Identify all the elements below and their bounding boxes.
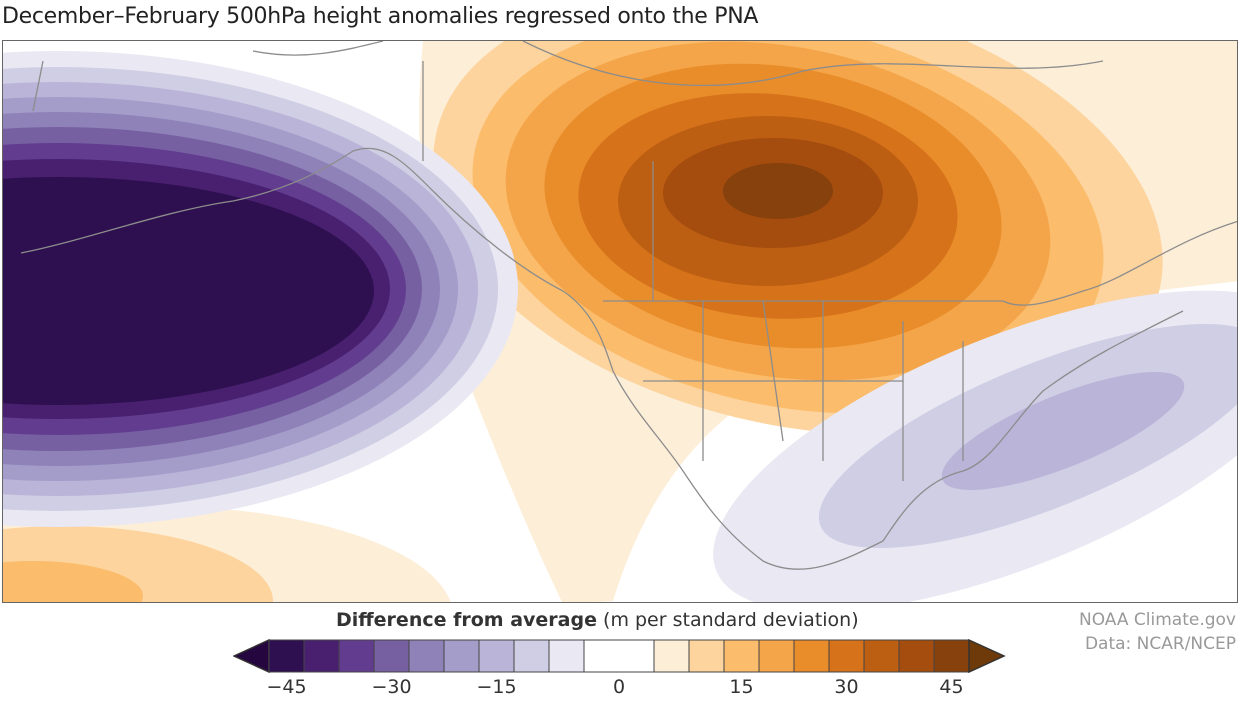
colorbar-swatch bbox=[898, 639, 935, 673]
map-title: December–February 500hPa height anomalie… bbox=[2, 4, 759, 29]
colorbar-swatch bbox=[373, 639, 410, 673]
colorbar-swatch bbox=[933, 639, 970, 673]
colorbar-swatch bbox=[548, 639, 585, 673]
colorbar bbox=[232, 638, 1009, 677]
colorbar-swatch bbox=[303, 639, 340, 673]
legend-title-bold: Difference from average bbox=[336, 609, 597, 631]
colorbar-swatch bbox=[478, 639, 515, 673]
legend-title-units: (m per standard deviation) bbox=[603, 609, 859, 631]
colorbar-tick-label: 45 bbox=[939, 676, 964, 698]
colorbar-tick-label: −15 bbox=[476, 676, 517, 698]
anomaly-map-svg bbox=[3, 41, 1237, 602]
canada-ridge-contours bbox=[419, 41, 1237, 602]
colorbar-swatch bbox=[338, 639, 375, 673]
colorbar-swatch bbox=[793, 639, 830, 673]
colorbar-svg bbox=[232, 638, 1006, 674]
colorbar-swatch bbox=[688, 639, 725, 673]
colorbar-swatch bbox=[828, 639, 865, 673]
credit-noaa: NOAA Climate.gov bbox=[1078, 610, 1236, 630]
colorbar-tick-label: 15 bbox=[729, 676, 754, 698]
colorbar-tick-label: 30 bbox=[834, 676, 859, 698]
colorbar-swatch bbox=[513, 639, 550, 673]
colorbar-swatch bbox=[758, 639, 795, 673]
legend-title: Difference from average (m per standard … bbox=[336, 609, 859, 631]
colorbar-high-arrow bbox=[968, 638, 1006, 674]
colorbar-swatch bbox=[723, 639, 760, 673]
colorbar-swatch bbox=[583, 639, 655, 673]
southeast-trough-contours bbox=[713, 290, 1237, 602]
southwest-pacific-high bbox=[3, 506, 451, 602]
colorbar-swatch bbox=[653, 639, 690, 673]
coastlines-borders bbox=[20, 41, 1237, 570]
colorbar-tick-label: 0 bbox=[612, 676, 626, 698]
colorbar-tick-label: −30 bbox=[371, 676, 412, 698]
north-pacific-low-contours bbox=[3, 51, 518, 527]
colorbar-swatch bbox=[408, 639, 445, 673]
colorbar-low-arrow bbox=[232, 638, 270, 674]
credit-data-source: Data: NCAR/NCEP bbox=[1084, 634, 1236, 654]
anomaly-map bbox=[2, 40, 1238, 603]
colorbar-swatch bbox=[268, 639, 305, 673]
colorbar-swatch bbox=[863, 639, 900, 673]
colorbar-swatch bbox=[443, 639, 480, 673]
colorbar-tick-label: −45 bbox=[266, 676, 307, 698]
